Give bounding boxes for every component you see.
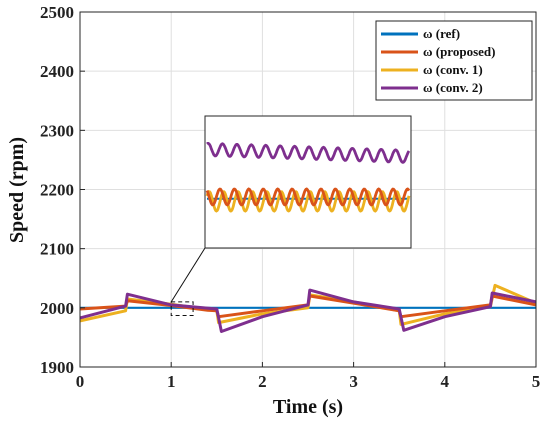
zoom-region-box	[170, 301, 194, 317]
y-tick-label: 2400	[40, 62, 74, 81]
zoom-inset	[204, 115, 412, 249]
ticks: 0 1 2 3 4 5 1900 2000 2100 2200 2300 2400 2500	[40, 3, 540, 391]
series-line	[79, 288, 537, 333]
x-tick-label: 0	[76, 372, 85, 391]
x-axis-label: Time (s)	[273, 396, 343, 418]
inset-series-line	[206, 142, 411, 164]
y-tick-label: 2300	[40, 121, 74, 140]
y-tick-label: 2200	[40, 181, 74, 200]
x-tick-label: 5	[532, 372, 541, 391]
x-tick-label: 2	[258, 372, 267, 391]
inset-frame	[204, 115, 412, 249]
x-tick-label: 1	[167, 372, 176, 391]
zoom-connector-line	[170, 247, 206, 303]
legend-label: ω (conv. 2)	[423, 80, 483, 95]
inset-series-line	[205, 187, 411, 207]
legend-label: ω (conv. 1)	[423, 62, 483, 77]
inset-series-line	[205, 190, 411, 213]
inset-series	[205, 142, 411, 213]
legend-label: ω (ref)	[423, 26, 460, 41]
x-tick-label: 3	[349, 372, 358, 391]
x-tick-label: 4	[441, 372, 450, 391]
y-tick-label: 2100	[40, 240, 74, 259]
y-axis-label: Speed (rpm)	[6, 137, 28, 243]
legend-label: ω (proposed)	[423, 44, 495, 59]
y-tick-label: 2000	[40, 299, 74, 318]
legend: ω (ref) ω (proposed) ω (conv. 1) ω (conv. 2…	[375, 20, 533, 101]
y-tick-label: 2500	[40, 3, 74, 22]
series-layer	[79, 283, 537, 333]
legend-items: ω (ref) ω (proposed) ω (conv. 1) ω (conv. 2…	[381, 26, 495, 95]
y-tick-label: 1900	[40, 358, 74, 377]
